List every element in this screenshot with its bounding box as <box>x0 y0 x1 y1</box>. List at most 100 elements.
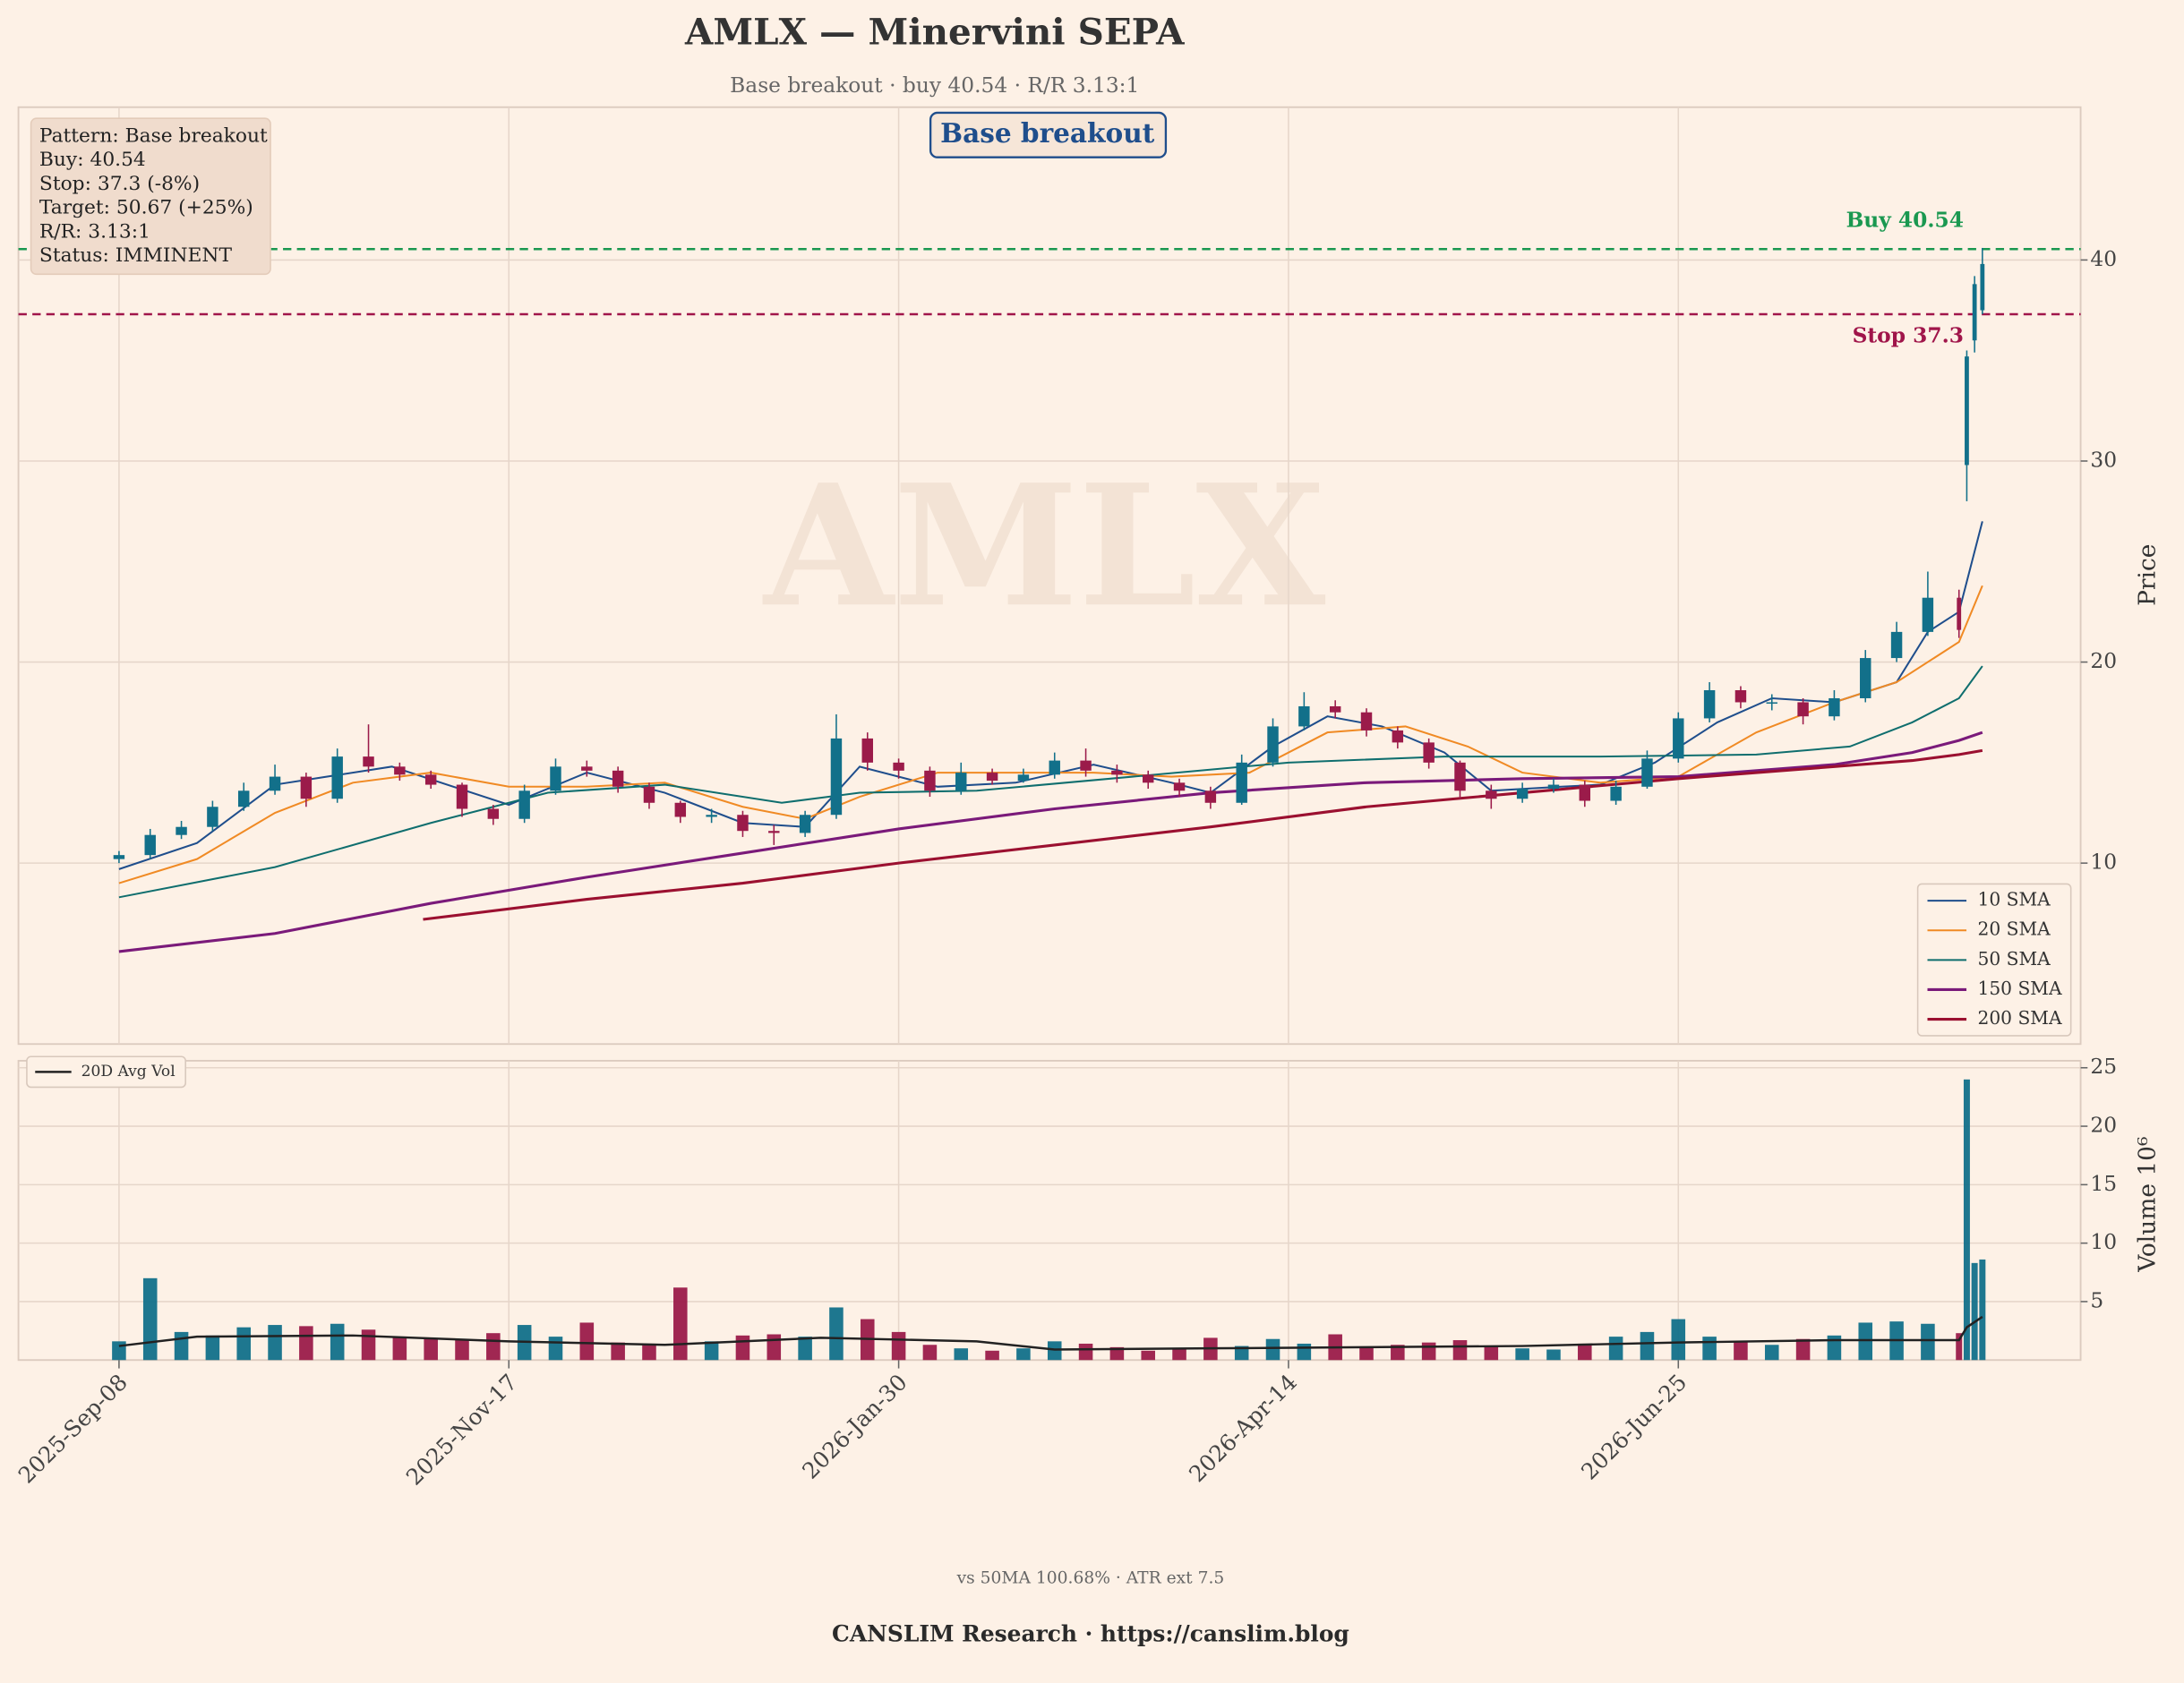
volume-bar <box>1016 1348 1031 1361</box>
candle-body <box>893 762 904 771</box>
candle-body <box>456 784 468 809</box>
y-tick-label: 30 <box>2090 448 2117 472</box>
volume-bar <box>611 1342 625 1361</box>
candle-body <box>1329 705 1341 713</box>
info-line: Buy: 40.54 <box>39 149 146 171</box>
candle-body <box>144 834 156 856</box>
legend-label: 150 SMA <box>1977 978 2062 999</box>
candle-body <box>1142 774 1154 783</box>
volume-bar <box>1484 1346 1499 1361</box>
credit: CANSLIM Research · https://canslim.blog <box>832 1621 1349 1647</box>
candle-body <box>674 802 687 817</box>
candle-body <box>1673 718 1684 759</box>
volume-bar <box>1172 1348 1186 1361</box>
volume-bar <box>112 1341 126 1361</box>
candle-body <box>1236 762 1247 803</box>
candle-body <box>612 770 624 787</box>
watermark: AMLX <box>762 449 1326 645</box>
volume-bar <box>767 1334 782 1361</box>
volume-legend: 20D Avg Vol <box>26 1055 186 1089</box>
volume-bar <box>1858 1322 1873 1361</box>
candle-body <box>1980 263 1985 311</box>
footer-note: vs 50MA 100.68% · ATR ext 7.5 <box>956 1568 1225 1587</box>
volume-bar <box>954 1348 969 1361</box>
candle-body <box>518 790 530 819</box>
volume-bar <box>268 1325 282 1361</box>
candle-body <box>1298 705 1310 727</box>
y2-axis-label: Volume 10⁶ <box>2134 1136 2162 1272</box>
info-box-bg <box>30 117 271 276</box>
candle-body <box>1890 631 1903 659</box>
legend-box <box>1916 883 2072 1037</box>
candle-body <box>1957 597 1962 630</box>
candle-body <box>1017 774 1030 782</box>
y-tick-label: 40 <box>2090 247 2117 271</box>
price-panel <box>17 106 2082 1046</box>
volume-bar <box>455 1340 469 1361</box>
volume-bar <box>1734 1341 1748 1361</box>
pattern-label: Base breakout <box>940 117 1155 149</box>
volume-bar <box>1359 1346 1374 1361</box>
volume-bar <box>1047 1341 1062 1361</box>
candle-body <box>331 756 343 799</box>
volume-bar <box>673 1287 688 1361</box>
volume-bar <box>1795 1338 1811 1361</box>
y2-tick-label: 15 <box>2090 1172 2117 1196</box>
candle-body <box>1454 762 1466 791</box>
volume-bar <box>1671 1319 1686 1361</box>
volume-bar <box>1827 1335 1842 1361</box>
candle-body <box>706 815 717 817</box>
volume-bar <box>735 1335 750 1361</box>
candle-body <box>1972 284 1977 341</box>
volume-bar <box>922 1345 938 1361</box>
volume-bar <box>174 1331 189 1361</box>
candle-body <box>955 773 967 791</box>
legend-label: 20D Avg Vol <box>81 1063 176 1081</box>
info-line: R/R: 3.13:1 <box>39 220 150 243</box>
candle-body <box>1734 690 1747 703</box>
volume-bar <box>1265 1338 1280 1361</box>
candle-body <box>550 766 561 791</box>
level-label: Stop 37.3 <box>1853 323 1964 347</box>
volume-bar <box>642 1343 656 1361</box>
level-label: Buy 40.54 <box>1846 209 1964 233</box>
volume-bar <box>299 1326 313 1361</box>
pattern-badge <box>929 111 1168 158</box>
y-axis-label: Price <box>2134 544 2162 606</box>
volume-bar <box>424 1338 438 1361</box>
volume-bar <box>486 1333 501 1361</box>
volume-bar <box>798 1337 812 1361</box>
volume-bar <box>579 1322 595 1361</box>
candle-body <box>176 826 187 835</box>
volume-bar <box>1234 1346 1249 1361</box>
candle-body <box>1423 742 1435 763</box>
volume-bar <box>330 1323 345 1361</box>
volume-bar <box>891 1331 906 1361</box>
candle-body <box>924 770 936 791</box>
volume-bar <box>1546 1349 1561 1361</box>
volume-bar <box>1078 1343 1093 1361</box>
volume-bar <box>1979 1259 1986 1361</box>
candle-body <box>1641 758 1653 787</box>
volume-bar <box>1640 1331 1655 1361</box>
volume-bar <box>704 1341 719 1361</box>
candle-body <box>300 776 313 799</box>
candle-body <box>1111 770 1123 775</box>
subtitle: Base breakout · buy 40.54 · R/R 3.13:1 <box>730 73 1139 98</box>
volume-bar <box>1956 1333 1963 1361</box>
sma-line <box>423 748 1983 921</box>
candle-body <box>269 776 281 791</box>
candle-body <box>487 808 500 819</box>
volume-bar <box>1391 1345 1405 1361</box>
candle-body <box>1547 784 1560 790</box>
y2-tick-label: 20 <box>2090 1114 2117 1138</box>
y2-tick-label: 25 <box>2090 1055 2117 1079</box>
chart-title: AMLX — Minervini SEPA <box>684 10 1185 53</box>
volume-bar <box>548 1337 563 1361</box>
legend-label: 20 SMA <box>1977 918 2051 940</box>
volume-bar <box>361 1329 376 1361</box>
y-tick-label: 20 <box>2090 649 2117 673</box>
candle-body <box>986 773 998 782</box>
